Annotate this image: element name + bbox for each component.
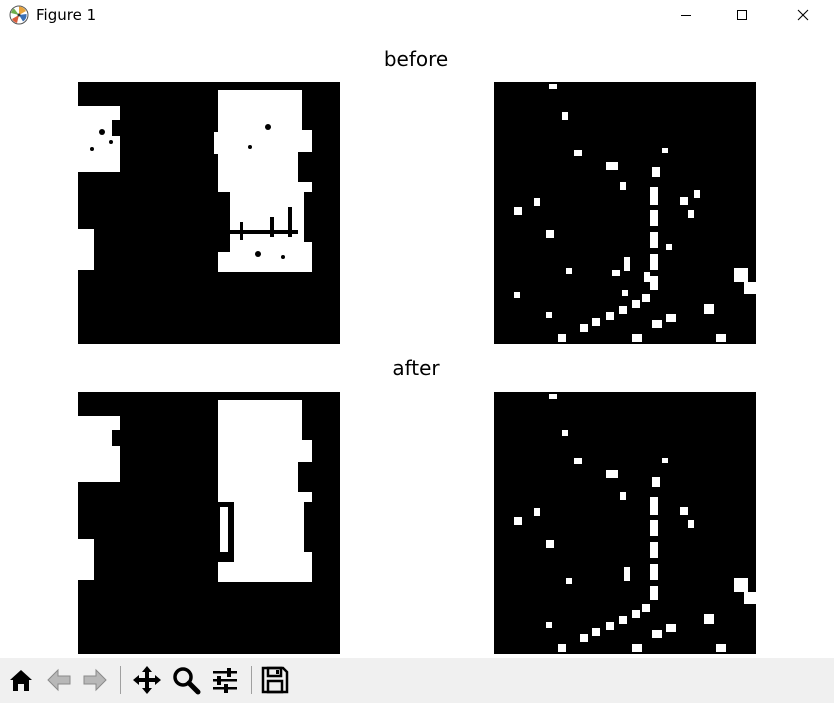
- navigation-toolbar: [0, 658, 834, 703]
- mask-image: [514, 84, 756, 342]
- back-arrow-icon: [47, 668, 71, 692]
- zoom-button[interactable]: [170, 664, 202, 696]
- pan-button[interactable]: [131, 664, 163, 696]
- row-title-after: after: [392, 356, 440, 380]
- forward-arrow-icon: [83, 668, 107, 692]
- zoom-icon: [173, 667, 201, 695]
- maximize-button[interactable]: [714, 0, 770, 30]
- row-title-before: before: [383, 47, 449, 71]
- forward-button[interactable]: [79, 664, 111, 696]
- pan-icon: [133, 666, 161, 694]
- save-icon: [261, 666, 289, 694]
- window-titlebar: Figure 1: [0, 0, 834, 30]
- back-button[interactable]: [43, 664, 75, 696]
- save-button[interactable]: [259, 664, 291, 696]
- mask-image: [514, 394, 756, 652]
- configure-subplots-button[interactable]: [209, 664, 241, 696]
- close-button[interactable]: [775, 0, 831, 30]
- image-panel-after-right: [494, 392, 756, 654]
- home-button[interactable]: [5, 664, 37, 696]
- toolbar-separator: [251, 666, 252, 694]
- maximize-icon: [737, 10, 747, 20]
- close-icon: [797, 9, 809, 21]
- toolbar-separator: [120, 666, 121, 694]
- configure-subplots-icon: [213, 668, 237, 693]
- window-title: Figure 1: [36, 6, 97, 24]
- mask-image: [78, 90, 312, 272]
- matplotlib-logo-icon: [9, 5, 29, 25]
- minimize-icon: [681, 15, 691, 16]
- home-icon: [10, 670, 32, 691]
- figure-canvas[interactable]: before after: [0, 30, 834, 658]
- image-panel-before-left: [78, 82, 340, 344]
- mask-image: [78, 400, 312, 582]
- image-panel-before-right: [494, 82, 756, 344]
- minimize-button[interactable]: [658, 0, 714, 30]
- image-panel-after-left: [78, 392, 340, 654]
